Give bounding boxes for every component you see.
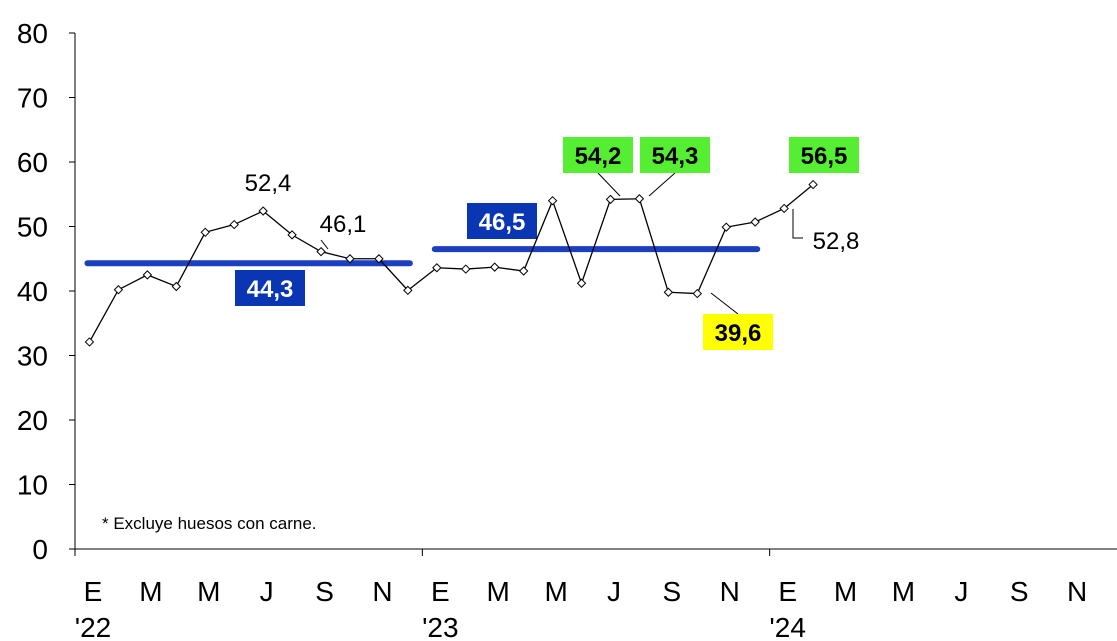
x-tick-label: M xyxy=(487,576,510,607)
annotation-label: 52,8 xyxy=(813,228,860,255)
x-tick-label: M xyxy=(544,576,567,607)
data-point xyxy=(518,266,529,276)
average-box xyxy=(235,270,305,306)
data-point xyxy=(779,203,789,214)
x-tick-label: J xyxy=(260,576,274,607)
data-point xyxy=(171,281,182,292)
annotation-box xyxy=(789,137,859,173)
data-point xyxy=(287,230,297,240)
x-year-label: '24 xyxy=(769,612,806,641)
data-point xyxy=(489,262,500,272)
data-point xyxy=(316,246,326,257)
x-tick-label: E xyxy=(84,576,103,607)
x-year-label: '22 xyxy=(75,612,112,641)
data-point xyxy=(605,194,616,205)
y-tick-label: 30 xyxy=(17,341,48,372)
data-point xyxy=(229,219,239,230)
y-tick-label: 50 xyxy=(17,212,48,243)
x-year-label: '23 xyxy=(422,612,459,641)
series-line xyxy=(88,184,814,343)
data-point xyxy=(750,217,760,227)
average-lines: 44,3 46,5 xyxy=(84,203,761,306)
annotation-box xyxy=(703,314,773,350)
data-points xyxy=(84,179,818,347)
data-point xyxy=(113,285,124,295)
annotation-leader xyxy=(648,172,676,197)
annotation-box xyxy=(640,137,710,173)
annotation-label: 54,3 xyxy=(652,143,699,170)
data-point xyxy=(374,254,384,264)
annotations: 52,4 46,1 52,8 54,2 54,3 56,5 39,6 xyxy=(245,137,860,350)
footnote: * Excluye huesos con carne. xyxy=(102,514,317,533)
annotation-leader xyxy=(792,209,803,239)
y-tick-label: 70 xyxy=(17,83,48,114)
annotation-leader xyxy=(710,292,739,315)
average-label: 46,5 xyxy=(479,209,526,236)
data-point xyxy=(692,288,703,299)
y-tick-label: 40 xyxy=(17,276,48,307)
data-point xyxy=(403,285,413,296)
x-tick-label: E xyxy=(431,576,450,607)
data-point xyxy=(576,278,587,288)
annotation-label: 46,1 xyxy=(320,211,367,238)
y-tick-label: 80 xyxy=(17,18,48,49)
annotation-label: 39,6 xyxy=(715,320,762,347)
y-tick-label: 60 xyxy=(17,147,48,178)
annotation-leader xyxy=(597,172,621,197)
x-tick-label: J xyxy=(954,576,968,607)
data-point xyxy=(808,179,818,190)
x-tick-label: N xyxy=(1067,576,1087,607)
y-tick-label: 0 xyxy=(32,534,48,565)
x-tick-label: S xyxy=(663,576,682,607)
x-tick-label: M xyxy=(892,576,915,607)
data-point xyxy=(258,206,268,216)
average-label: 44,3 xyxy=(247,276,294,303)
data-point xyxy=(200,227,210,238)
x-tick-label: N xyxy=(720,576,740,607)
data-point xyxy=(663,287,674,297)
data-point xyxy=(461,264,471,274)
y-tick-label: 20 xyxy=(17,405,48,436)
annotation-label: 54,2 xyxy=(575,143,622,170)
x-tick-label: N xyxy=(372,576,392,607)
data-point xyxy=(84,337,95,347)
data-point xyxy=(432,263,442,273)
data-point xyxy=(345,254,355,264)
series-polyline xyxy=(88,184,814,343)
data-point xyxy=(721,222,731,232)
annotation-label: 52,4 xyxy=(245,170,292,197)
x-tick-label: M xyxy=(834,576,857,607)
y-axis: 0 10 20 30 40 50 60 70 80 xyxy=(17,18,76,565)
data-point xyxy=(634,194,645,204)
annotation-label: 56,5 xyxy=(801,143,848,170)
data-point xyxy=(547,195,558,206)
data-point xyxy=(142,270,153,280)
x-axis: E M M J S N E M M J S N E M M J S N '22 '23 '24 xyxy=(74,548,1117,641)
x-tick-label: S xyxy=(1010,576,1029,607)
x-tick-label: E xyxy=(778,576,797,607)
y-tick-label: 10 xyxy=(17,470,48,501)
x-tick-label: S xyxy=(315,576,334,607)
x-tick-label: J xyxy=(607,576,621,607)
annotation-leader xyxy=(320,239,329,250)
average-box xyxy=(467,203,537,239)
x-tick-label: M xyxy=(197,576,220,607)
annotation-box xyxy=(563,137,633,173)
x-tick-label: M xyxy=(139,576,162,607)
